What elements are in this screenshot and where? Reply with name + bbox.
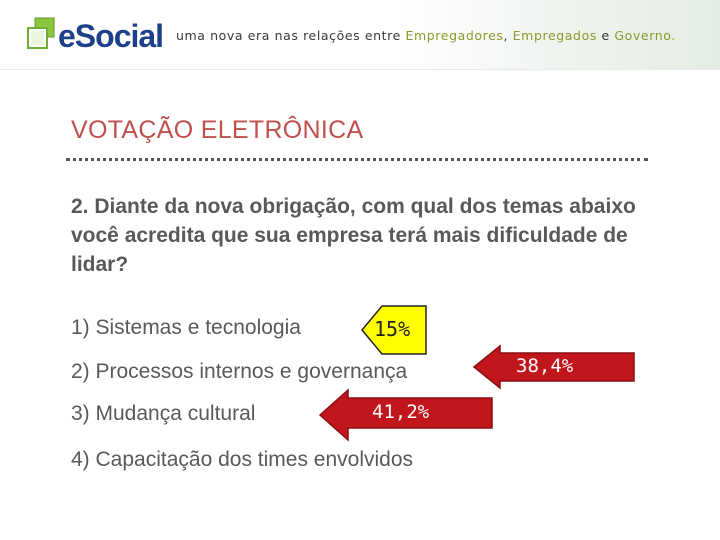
logo-mark-icon — [27, 17, 55, 49]
red-arrow-shape — [472, 344, 635, 390]
result-callout-option-1: 15% — [360, 304, 428, 356]
result-value-option-1: 15% — [374, 317, 411, 341]
tagline-employers: Empregadores — [405, 28, 504, 43]
option-3: 3) Mudança cultural — [71, 402, 256, 425]
result-value-option-2: 38,4% — [516, 355, 574, 377]
header-bar: eSocial uma nova era nas relações entre … — [0, 0, 720, 70]
tagline-government: Governo. — [614, 28, 676, 43]
option-2: 2) Processos internos e governança — [71, 360, 408, 383]
title-divider — [66, 158, 648, 161]
esocial-logo: eSocial — [26, 16, 164, 58]
tagline-employees: Empregados — [512, 28, 597, 43]
logo-text: eSocial — [58, 18, 164, 54]
header-divider — [0, 69, 720, 70]
red-arrow-shape-2 — [318, 388, 493, 442]
tagline-separator-2: e — [596, 28, 615, 43]
slide-title: VOTAÇÃO ELETRÔNICA — [71, 116, 364, 144]
option-1: 1) Sistemas e tecnologia — [71, 316, 301, 339]
tagline-separator-1: , — [503, 28, 513, 43]
question-text: 2. Diante da nova obrigação, com qual do… — [71, 195, 636, 276]
result-callout-option-2: 38,4% — [472, 344, 636, 390]
tagline: uma nova era nas relações entre Empregad… — [176, 28, 676, 43]
result-value-option-3: 41,2% — [372, 401, 430, 423]
tagline-prefix: uma nova era nas relações entre — [176, 28, 406, 43]
option-4: 4) Capacitação dos times envolvidos — [71, 448, 414, 471]
result-callout-option-3: 41,2% — [318, 388, 494, 442]
yellow-arrow-shape — [361, 305, 427, 355]
